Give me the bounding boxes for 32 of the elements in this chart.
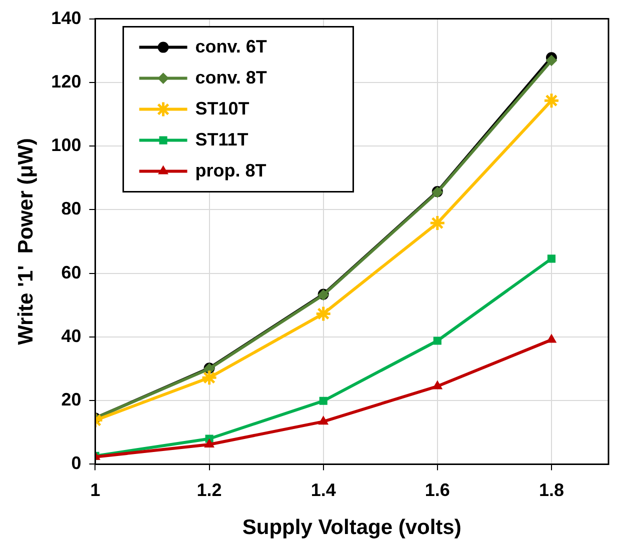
legend-label: prop. 8T xyxy=(195,160,266,180)
x-tick-label: 1.8 xyxy=(538,480,564,500)
y-tick-label: 120 xyxy=(51,71,82,92)
point xyxy=(201,369,218,386)
x-axis-title: Supply Voltage (volts) xyxy=(242,516,462,540)
y-tick-label: 140 xyxy=(51,8,82,28)
y-tick-label: 40 xyxy=(61,326,82,346)
point xyxy=(315,305,332,322)
point xyxy=(429,214,446,232)
y-tick-label: 20 xyxy=(61,390,82,410)
legend-label: ST11T xyxy=(195,129,248,150)
point xyxy=(546,54,557,66)
y-tick-label: 0 xyxy=(71,453,82,474)
point xyxy=(433,336,442,345)
point xyxy=(432,380,442,390)
y-axis-title: Write '1' Power (μW) xyxy=(14,138,38,345)
x-tick-label: 1.6 xyxy=(424,480,450,500)
y-tick-label: 60 xyxy=(61,262,82,282)
legend-label: conv. 8T xyxy=(195,67,267,88)
x-tick-label: 1 xyxy=(90,480,100,500)
y-tick-label: 80 xyxy=(61,198,82,219)
legend-label: ST10T xyxy=(195,98,250,118)
point xyxy=(546,334,556,343)
point xyxy=(204,438,214,448)
point xyxy=(319,396,328,405)
point xyxy=(318,416,328,425)
point xyxy=(547,254,556,263)
legend-label: conv. 6T xyxy=(195,36,267,56)
x-tick-label: 1.4 xyxy=(310,480,336,500)
point xyxy=(543,92,560,109)
x-tick-label: 1.2 xyxy=(196,480,222,500)
y-tick-label: 100 xyxy=(51,135,82,156)
